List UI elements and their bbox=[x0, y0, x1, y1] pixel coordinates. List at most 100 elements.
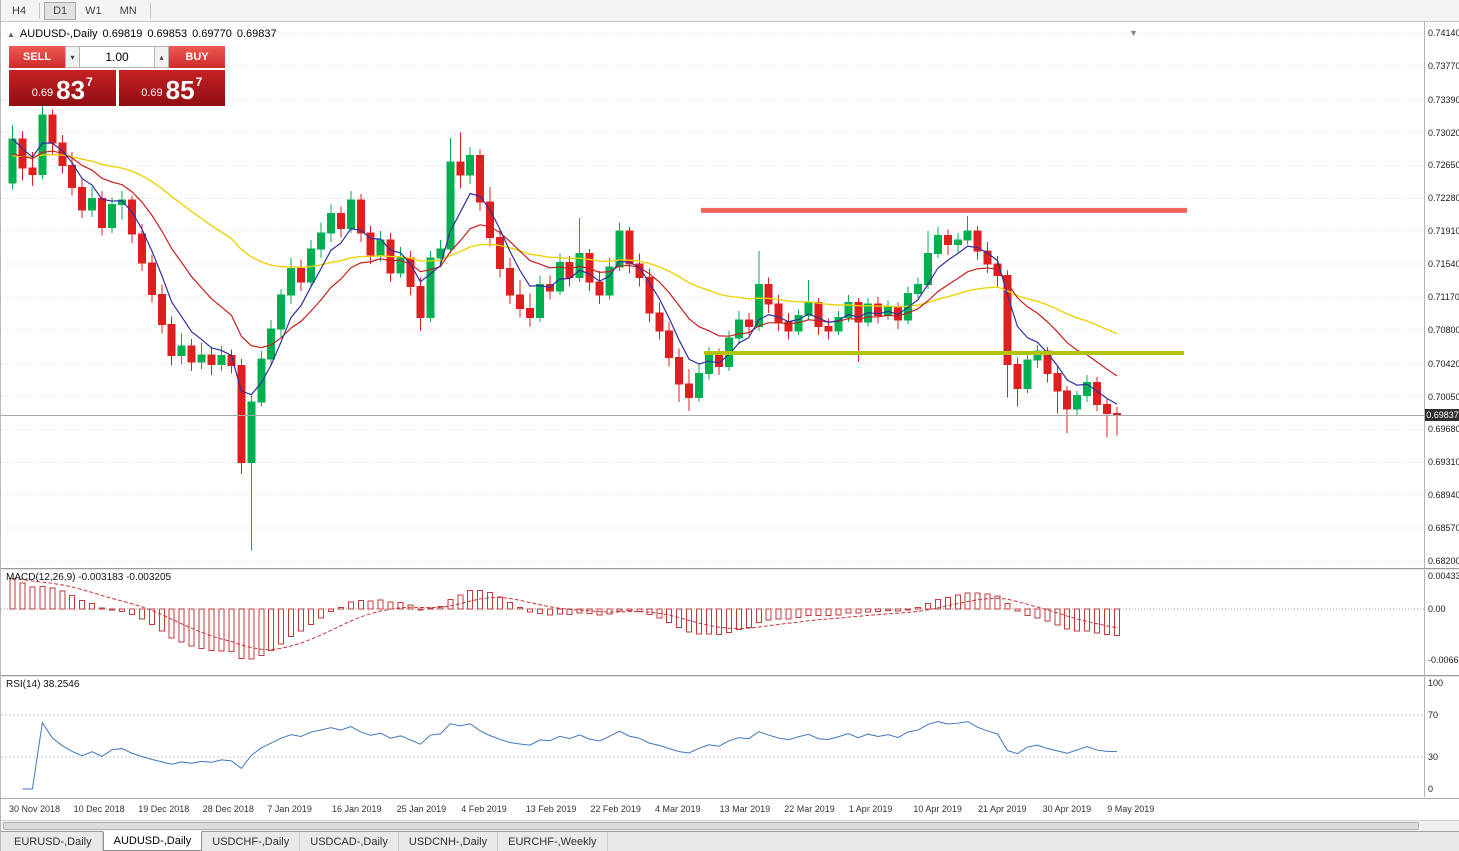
macd-bar bbox=[1054, 608, 1061, 626]
macd-bar bbox=[885, 608, 892, 612]
price-axis-label: 0.72650 bbox=[1428, 160, 1459, 171]
macd-bar bbox=[706, 608, 712, 635]
rsi-axis-label: 100 bbox=[1428, 678, 1444, 688]
price-axis-label: 0.74140 bbox=[1428, 28, 1459, 38]
macd-bar bbox=[755, 608, 762, 623]
volume-decrease-button[interactable]: ▾ bbox=[65, 46, 80, 68]
macd-axis-label: 0.004331 bbox=[1428, 571, 1459, 581]
macd-bar bbox=[298, 608, 305, 632]
candle-body bbox=[287, 268, 296, 296]
candle-body bbox=[446, 161, 455, 250]
volume-increase-button[interactable]: ▴ bbox=[154, 46, 169, 68]
tab-usdcad-daily[interactable]: USDCAD-,Daily bbox=[300, 832, 399, 851]
date-axis-label: 22 Feb 2019 bbox=[590, 804, 641, 814]
candle-body bbox=[68, 164, 77, 189]
date-axis-label: 16 Jan 2019 bbox=[332, 804, 382, 814]
macd-bar bbox=[1074, 608, 1081, 632]
tab-eurusd-daily[interactable]: EURUSD-,Daily bbox=[4, 832, 103, 851]
candle-body bbox=[217, 355, 226, 366]
macd-bar bbox=[337, 606, 344, 610]
buy-button[interactable]: BUY bbox=[169, 46, 225, 68]
price-axis-label: 0.70420 bbox=[1428, 358, 1459, 369]
timeframe-mn-button[interactable]: MN bbox=[119, 4, 137, 17]
sell-button[interactable]: SELL bbox=[9, 46, 65, 68]
macd-bar bbox=[347, 601, 354, 610]
macd-bar bbox=[516, 606, 523, 610]
candle-body bbox=[366, 232, 375, 256]
macd-bar bbox=[795, 608, 802, 619]
horizontal-scrollbar[interactable] bbox=[1, 820, 1459, 831]
timeframe-h4-button[interactable]: H4 bbox=[12, 4, 27, 17]
macd-bar bbox=[586, 608, 593, 615]
candle-body bbox=[1003, 275, 1012, 366]
timeframe-d1-button[interactable]: D1 bbox=[44, 1, 77, 20]
candle-body bbox=[675, 356, 684, 385]
macd-plot[interactable] bbox=[1, 570, 1424, 675]
macd-bar bbox=[128, 608, 135, 616]
macd-bar bbox=[1044, 608, 1051, 622]
macd-bar bbox=[765, 608, 772, 621]
price-axis-label: 0.69680 bbox=[1428, 424, 1459, 435]
trade-panel-price-row: 0.69 83 7 0.69 85 7 bbox=[9, 70, 225, 106]
tab-eurchf-weekly[interactable]: EURCHF-,Weekly bbox=[498, 832, 608, 851]
candle-body bbox=[18, 138, 27, 169]
candle-body bbox=[117, 199, 126, 206]
price-axis-label: 0.71540 bbox=[1428, 259, 1459, 270]
pane-splitter[interactable] bbox=[1, 568, 1459, 570]
volume-input[interactable]: 1.00 bbox=[80, 46, 154, 68]
price-axis-label: 0.68940 bbox=[1428, 490, 1459, 501]
macd-bar bbox=[457, 594, 464, 610]
price-chart-plot[interactable] bbox=[1, 22, 1424, 568]
rsi-plot[interactable] bbox=[1, 677, 1424, 797]
tab-audusd-daily[interactable]: AUDUSD-,Daily bbox=[102, 831, 203, 851]
price-axis: 0.74140 0.73770 0.73390 0.73020 0.72650 0.722… bbox=[1424, 22, 1459, 568]
macd-bar bbox=[875, 608, 882, 612]
macd-bar bbox=[1104, 608, 1110, 635]
candle-body bbox=[277, 294, 286, 330]
macd-bar bbox=[1034, 608, 1041, 619]
macd-bar bbox=[1064, 608, 1071, 630]
candle-body bbox=[88, 197, 97, 211]
price-axis-label: 0.72280 bbox=[1428, 193, 1459, 204]
macd-bar bbox=[278, 608, 285, 645]
tab-usdcnh-daily[interactable]: USDCNH-,Daily bbox=[399, 832, 499, 851]
candle-body bbox=[307, 248, 315, 283]
chart-symbol: AUDUSD-,Daily bbox=[19, 28, 98, 40]
hscroll-thumb[interactable] bbox=[3, 822, 1419, 830]
tab-usdchf-daily[interactable]: USDCHF-,Daily bbox=[202, 832, 301, 851]
candle-body bbox=[38, 114, 47, 175]
macd-bar bbox=[855, 608, 862, 614]
resistance-line[interactable] bbox=[701, 207, 1187, 213]
candle-body bbox=[943, 235, 952, 246]
macd-bar bbox=[178, 608, 185, 643]
macd-bar bbox=[536, 608, 543, 614]
macd-bar bbox=[964, 592, 971, 610]
macd-bar bbox=[1094, 608, 1101, 634]
ma-slow-line bbox=[12, 153, 1118, 335]
macd-bar bbox=[626, 608, 633, 612]
sell-price-button[interactable]: 0.69 83 7 bbox=[9, 70, 116, 106]
toolbar-separator bbox=[39, 2, 41, 19]
buy-price-big: 85 bbox=[165, 75, 195, 106]
candle-body bbox=[834, 316, 843, 332]
candle-body bbox=[983, 250, 992, 265]
macd-bar bbox=[268, 608, 275, 652]
ma-mid-line bbox=[12, 150, 1118, 377]
date-axis-label: 19 Dec 2018 bbox=[138, 804, 190, 814]
macd-bar bbox=[118, 608, 125, 612]
price-axis-label: 0.68570 bbox=[1428, 523, 1459, 534]
candle-body bbox=[933, 235, 942, 254]
macd-bar bbox=[785, 608, 792, 620]
macd-bar bbox=[526, 608, 533, 613]
macd-bar bbox=[865, 608, 872, 613]
candle-body bbox=[963, 230, 972, 241]
macd-bar bbox=[656, 608, 663, 619]
macd-bar bbox=[109, 608, 115, 611]
support-line[interactable] bbox=[704, 351, 1184, 355]
timeframe-w1-button[interactable]: W1 bbox=[85, 4, 102, 17]
chart-shift-icon[interactable]: ▼ bbox=[1129, 28, 1138, 38]
candle-body bbox=[1063, 390, 1072, 410]
pane-splitter[interactable] bbox=[1, 675, 1459, 677]
buy-price-button[interactable]: 0.69 85 7 bbox=[118, 70, 225, 106]
macd-bar bbox=[845, 608, 852, 614]
